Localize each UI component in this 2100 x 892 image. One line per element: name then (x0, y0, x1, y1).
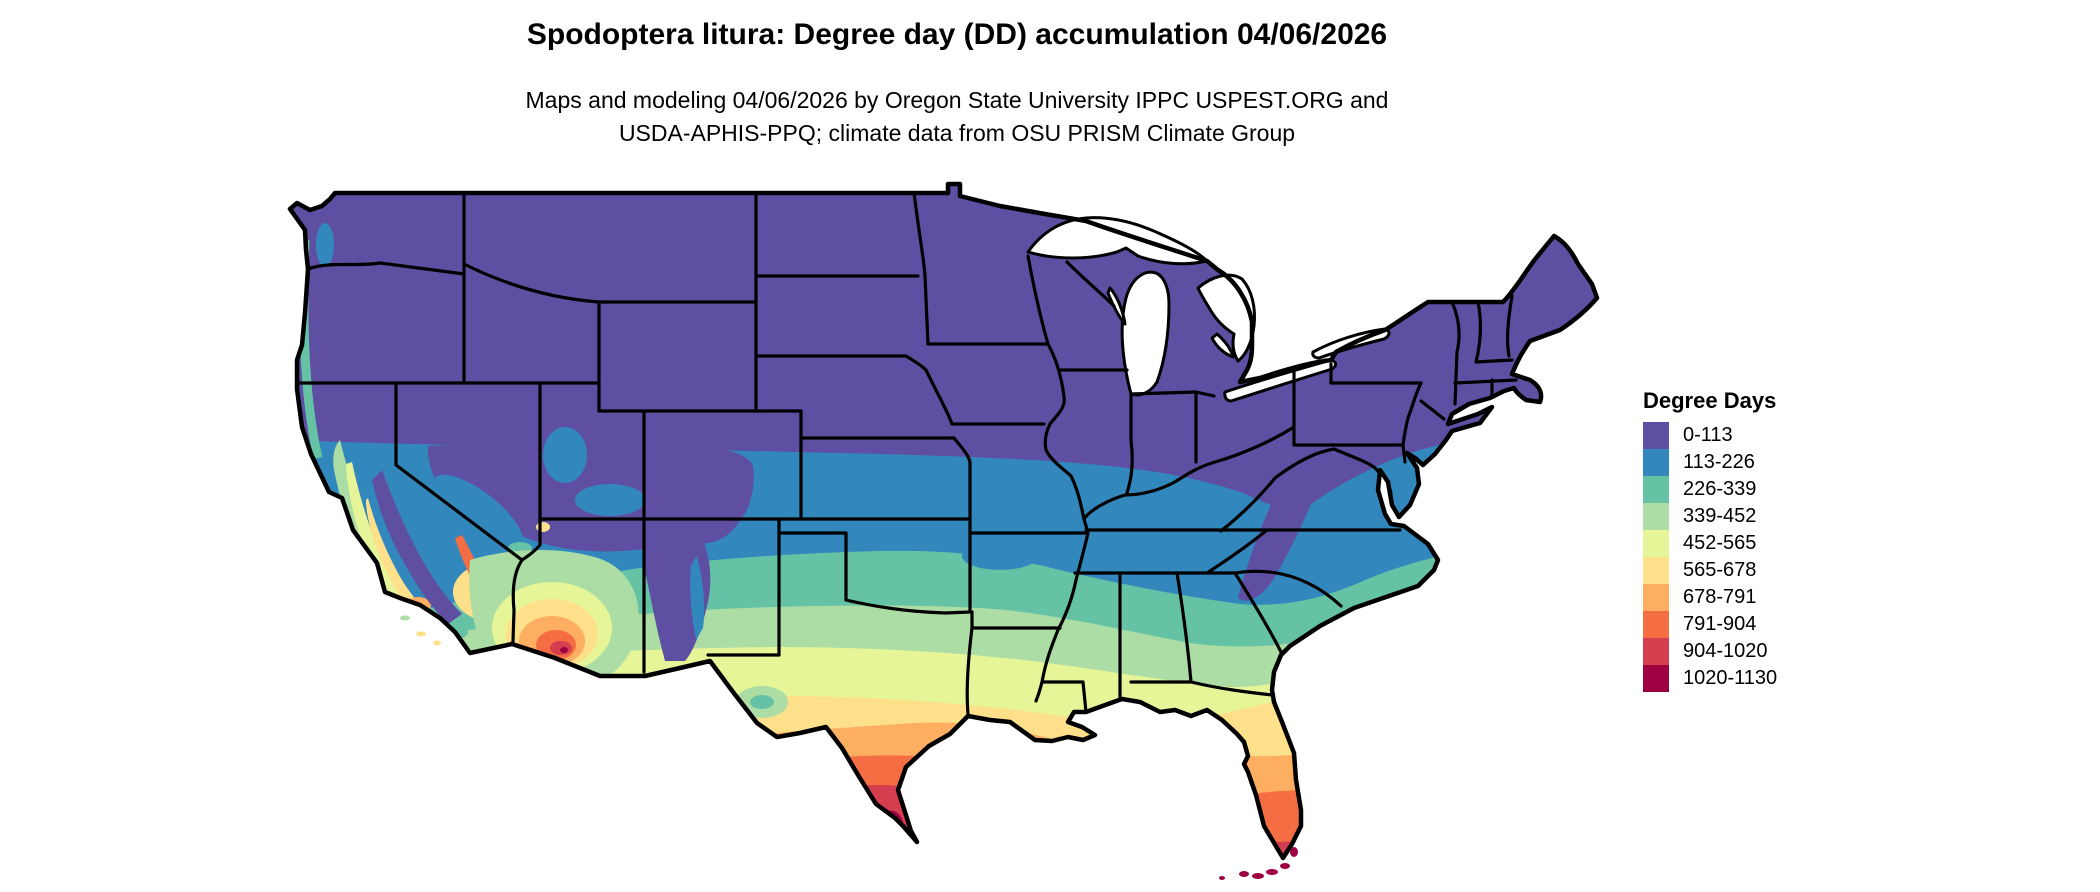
az-maroon-dot (560, 647, 568, 653)
legend-label: 339-452 (1683, 505, 1757, 527)
legend-entry: 678-791 (1643, 584, 1777, 611)
legend-swatch (1643, 665, 1669, 692)
nm-blue-ridge (690, 556, 705, 640)
utah-blue-patch (543, 427, 587, 483)
band-565-678 (560, 688, 1597, 858)
sierra-nevada-purple (372, 470, 462, 624)
legend-swatch (1643, 557, 1669, 584)
davis-mtns-teal (750, 695, 774, 709)
green-bay (1106, 286, 1127, 326)
page-title: Spodoptera litura: Degree day (DD) accum… (526, 18, 1388, 51)
legend-swatch (1643, 503, 1669, 530)
se-utah-blue-patch (575, 484, 645, 516)
band-678-791 (700, 722, 1597, 858)
az-red-core (550, 641, 572, 655)
legend-label: 113-226 (1683, 451, 1755, 473)
legend-label: 1020-1130 (1683, 667, 1778, 689)
legend-entry: 1020-1130 (1643, 665, 1777, 692)
state-border-lines (295, 191, 1518, 716)
ozark-blue-patch (962, 542, 1038, 570)
legend-swatch (1643, 476, 1669, 503)
legend-swatch (1643, 422, 1669, 449)
legend-swatch (1643, 611, 1669, 638)
legend-entry: 452-565 (1643, 530, 1777, 557)
band-904-1020 (800, 785, 1597, 858)
appalachian-purple-ridge (1238, 432, 1327, 601)
new-mexico-purple-spine (641, 528, 711, 661)
subtitle-line-2: USDA-APHIS-PPQ; climate data from OSU PR… (618, 120, 1296, 146)
legend-label: 678-791 (1683, 586, 1757, 608)
band-452-565 (470, 645, 1597, 858)
legend-entry: 791-904 (1643, 611, 1777, 638)
legend-label: 0-113 (1683, 424, 1733, 446)
great-lakes (1026, 216, 1391, 403)
legend-label: 904-1020 (1683, 640, 1768, 662)
us-outline (287, 181, 1600, 861)
legend-swatch (1643, 530, 1669, 557)
ca-central-valley-pale (346, 462, 422, 624)
state-borders (295, 191, 1518, 716)
legend-entry: 565-678 (1643, 557, 1777, 584)
legend: Degree Days 0-113 113-226 226-339 339-45… (1643, 388, 1777, 692)
legend-entry: 339-452 (1643, 503, 1777, 530)
legend-entry: 226-339 (1643, 476, 1777, 503)
nevada-blue-patch (432, 474, 524, 550)
florida-keys (1219, 847, 1298, 880)
legend-label: 226-339 (1683, 478, 1757, 500)
legend-swatch (1643, 584, 1669, 611)
legend-entry: 113-226 (1643, 449, 1777, 476)
legend-swatch (1643, 638, 1669, 665)
legend-entry: 0-113 (1643, 422, 1777, 449)
legend-title: Degree Days (1643, 388, 1777, 413)
page-subtitle: Maps and modeling 04/06/2026 by Oregon S… (0, 84, 1914, 150)
saginaw-bay (1210, 332, 1235, 359)
legend-swatch (1643, 449, 1669, 476)
subtitle-line-1: Maps and modeling 04/06/2026 by Oregon S… (525, 87, 1389, 113)
puget-blue-patch (316, 223, 334, 267)
legend-label: 791-904 (1683, 613, 1757, 635)
legend-label: 452-565 (1683, 532, 1757, 554)
lake-huron (1196, 273, 1256, 363)
legend-label: 565-678 (1683, 559, 1757, 581)
st-george-yellow-dot (536, 522, 550, 532)
channel-islands (400, 615, 441, 646)
legend-entry: 904-1020 (1643, 638, 1777, 665)
